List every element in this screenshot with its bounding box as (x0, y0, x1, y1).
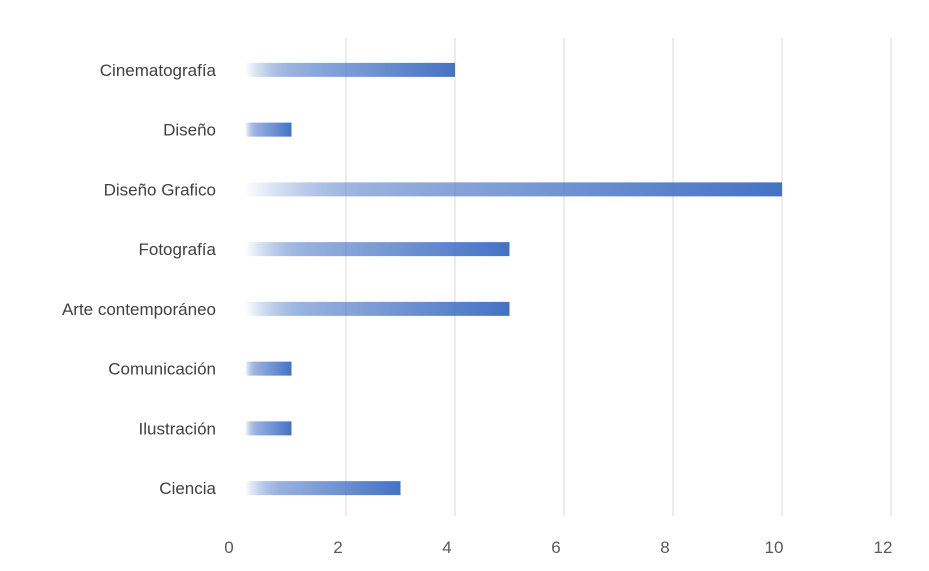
category-label: Ilustración (139, 419, 216, 438)
bar (245, 481, 401, 496)
bars (245, 62, 782, 496)
category-label: Cinematografía (100, 61, 217, 80)
bar (245, 122, 292, 137)
category-label: Arte contemporáneo (62, 300, 216, 319)
bar (245, 301, 510, 316)
x-tick-label: 12 (874, 538, 893, 557)
category-label: Diseño Grafico (104, 180, 216, 199)
category-label: Comunicación (108, 360, 216, 379)
bar (245, 62, 455, 77)
x-axis-tick-labels: 0 2 4 6 8 10 12 (224, 538, 892, 557)
bar (245, 242, 510, 257)
x-tick-label: 4 (442, 538, 451, 557)
grid-lines (345, 38, 892, 516)
x-tick-label: 2 (333, 538, 342, 557)
x-tick-label: 0 (224, 538, 233, 557)
bar (245, 421, 292, 436)
category-labels: Cinematografía Diseño Diseño Grafico Fotogr… (62, 61, 217, 498)
category-label: Ciencia (159, 479, 216, 498)
x-tick-label: 10 (765, 538, 784, 557)
category-label: Fotografía (139, 240, 217, 259)
category-label: Diseño (163, 121, 216, 140)
bar (245, 361, 292, 376)
x-tick-label: 6 (551, 538, 560, 557)
x-tick-label: 8 (660, 538, 669, 557)
bar (245, 182, 782, 197)
